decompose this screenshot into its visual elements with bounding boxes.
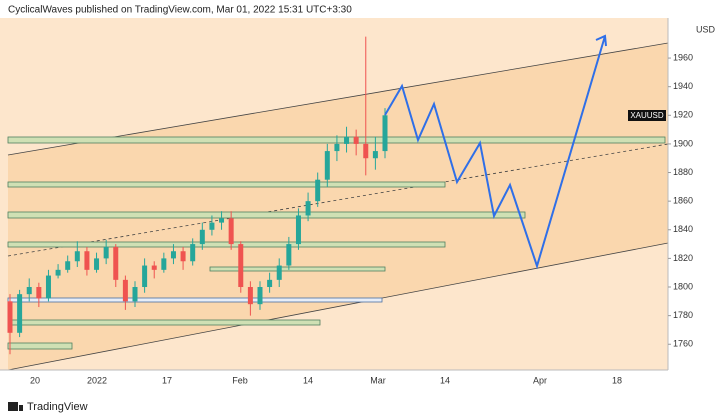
zone bbox=[7, 241, 446, 248]
candle-body bbox=[286, 244, 292, 266]
candle-body bbox=[142, 265, 148, 288]
candle-body bbox=[305, 201, 311, 216]
y-tick-label: 1880 bbox=[673, 167, 693, 177]
x-tick-label: Mar bbox=[370, 375, 386, 385]
candle-body bbox=[228, 218, 234, 245]
candle-body bbox=[190, 244, 196, 262]
candle-body bbox=[74, 251, 80, 262]
candle-body bbox=[122, 279, 128, 302]
candle-body bbox=[295, 215, 301, 245]
candle-body bbox=[94, 258, 100, 270]
candle-body bbox=[199, 229, 205, 245]
candle-body bbox=[247, 287, 253, 305]
candle-body bbox=[257, 287, 263, 305]
logo bbox=[8, 402, 23, 411]
channel-lower bbox=[7, 242, 669, 371]
projection-path bbox=[384, 35, 606, 270]
candle-body bbox=[372, 151, 378, 159]
x-tick-label: 2022 bbox=[87, 375, 107, 385]
candle-body bbox=[238, 244, 244, 288]
x-tick-label: 18 bbox=[612, 375, 622, 385]
y-tick-label: 1760 bbox=[673, 339, 693, 349]
symbol-tag bbox=[628, 110, 666, 121]
footer: TradingView bbox=[27, 401, 88, 413]
candle-body bbox=[324, 151, 330, 180]
candle-body bbox=[45, 275, 51, 299]
candle-body bbox=[103, 246, 109, 259]
header: CyclicalWaves published on TradingView.c… bbox=[8, 5, 352, 16]
currency-label: USD bbox=[696, 24, 716, 34]
candle-body bbox=[132, 287, 138, 302]
y-tick-label: 1800 bbox=[673, 281, 693, 291]
y-tick-label: 1780 bbox=[673, 310, 693, 320]
projection-arrow bbox=[595, 34, 607, 47]
x-tick-label: 17 bbox=[162, 375, 172, 385]
candle-body bbox=[219, 218, 225, 223]
x-tick-label: 20 bbox=[30, 375, 40, 385]
x-tick-label: Apr bbox=[533, 375, 547, 385]
y-tick-label: 1840 bbox=[673, 224, 693, 234]
channel-fill bbox=[8, 43, 668, 370]
x-tick-label: 14 bbox=[440, 375, 450, 385]
y-tick-label: 1960 bbox=[673, 52, 693, 62]
x-tick-label: Feb bbox=[232, 375, 248, 385]
candle-body bbox=[26, 287, 32, 295]
candle-body bbox=[55, 269, 61, 276]
y-tick-label: 1820 bbox=[673, 253, 693, 263]
candle-body bbox=[363, 143, 369, 159]
candle-body bbox=[267, 279, 273, 288]
candle-body bbox=[382, 115, 388, 152]
y-tick-label: 1940 bbox=[673, 81, 693, 91]
zone bbox=[7, 297, 383, 303]
y-tick-label: 1900 bbox=[673, 138, 693, 148]
symbol-label: XAUUSD bbox=[630, 111, 664, 120]
zone bbox=[7, 342, 73, 350]
zone bbox=[7, 211, 526, 219]
candle-body bbox=[84, 251, 90, 270]
candle-body bbox=[36, 287, 42, 299]
candle-body bbox=[334, 143, 340, 152]
candle-body bbox=[276, 265, 282, 280]
candle-body bbox=[344, 136, 350, 144]
candle-body bbox=[353, 136, 359, 144]
candle-body bbox=[113, 246, 119, 280]
candles bbox=[7, 36, 388, 355]
channel-upper bbox=[7, 42, 669, 156]
candle-body bbox=[151, 265, 157, 270]
candle-body bbox=[315, 179, 321, 202]
price-axis bbox=[668, 18, 720, 370]
candle-body bbox=[161, 258, 167, 270]
candle-body bbox=[65, 261, 71, 270]
x-tick-label: 14 bbox=[303, 375, 313, 385]
zone bbox=[7, 181, 446, 188]
candle-body bbox=[170, 251, 176, 259]
zone bbox=[7, 319, 321, 326]
y-tick-label: 1920 bbox=[673, 110, 693, 120]
candle-body bbox=[17, 294, 23, 333]
candle-body bbox=[180, 251, 186, 262]
candle-body bbox=[7, 301, 13, 333]
y-tick-label: 1860 bbox=[673, 196, 693, 206]
candle-body bbox=[209, 222, 215, 230]
zone bbox=[209, 266, 386, 272]
